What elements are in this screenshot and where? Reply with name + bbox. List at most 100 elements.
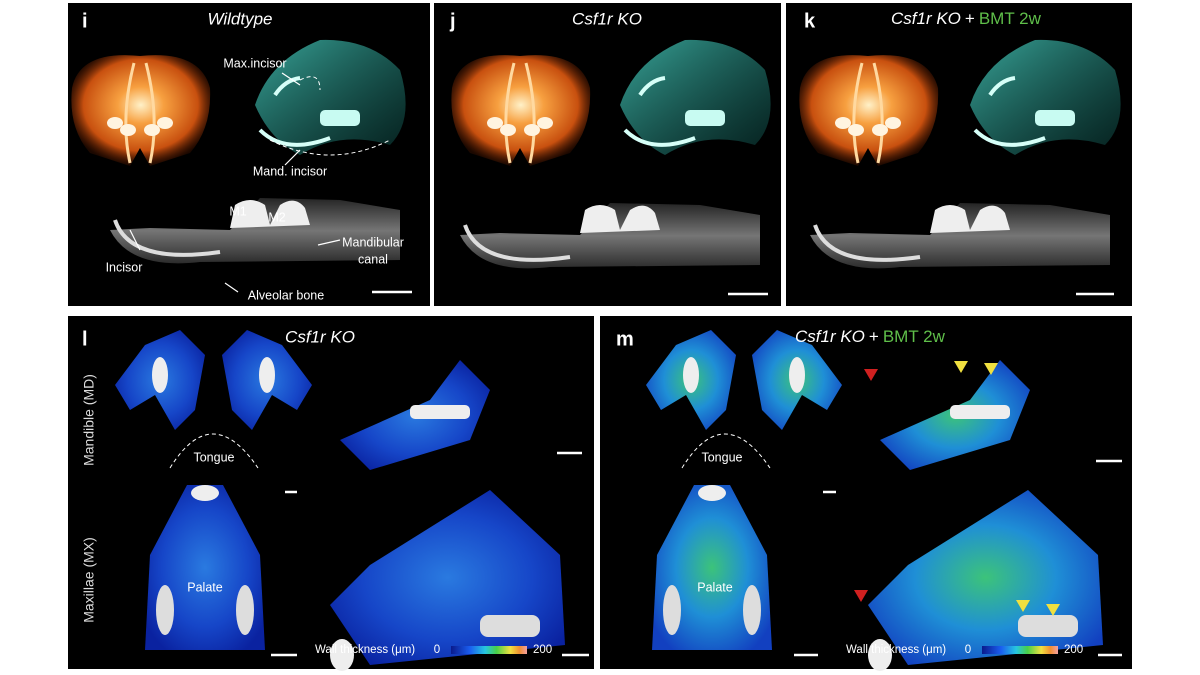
panel-title: Csf1r KO + BMT 2w — [795, 327, 946, 346]
annotation: Mand. incisor — [253, 164, 327, 178]
skull-midline — [504, 62, 536, 164]
molars — [743, 585, 761, 635]
tooth — [848, 124, 864, 136]
ct-incisor — [113, 219, 221, 257]
colorbar-max: 200 — [1064, 644, 1083, 656]
jaw-render — [970, 39, 1121, 155]
title-treatment: BMT 2w — [883, 327, 946, 346]
ct-slice — [110, 198, 400, 264]
incisor — [868, 639, 892, 671]
incisor — [258, 128, 331, 147]
leader-line — [317, 239, 341, 246]
ct-slice — [460, 203, 760, 269]
incisor — [973, 128, 1046, 147]
jaw-render — [255, 39, 406, 155]
maxilla-top — [145, 485, 265, 650]
ct-incisor — [463, 224, 571, 262]
incisor — [623, 128, 696, 147]
tongue-outline — [681, 433, 771, 469]
ct-teeth — [230, 200, 310, 228]
panel-letter: i — [82, 10, 88, 32]
incisor — [988, 76, 1016, 97]
arrowhead — [984, 363, 998, 375]
maxilla-top — [652, 485, 772, 650]
annotation: Mandibular — [342, 235, 404, 249]
skull-midline — [124, 62, 156, 164]
incisor — [638, 76, 666, 97]
outline — [269, 76, 391, 156]
tooth — [107, 117, 123, 129]
colorbar-min: 0 — [434, 644, 440, 656]
annotation: Incisor — [106, 260, 143, 274]
molars — [152, 357, 168, 393]
molars — [683, 357, 699, 393]
annotation: Palate — [187, 580, 222, 594]
molars — [259, 357, 275, 393]
incisor — [273, 76, 301, 97]
leader-line — [224, 282, 239, 293]
annotation: Max.incisor — [223, 56, 286, 70]
leader-line — [129, 229, 141, 251]
colorbar-label: Wall thickness (μm) — [846, 644, 946, 656]
annotation: M1 — [229, 204, 246, 218]
annotation: canal — [358, 252, 388, 266]
annotation: M2 — [268, 210, 285, 224]
tooth — [872, 124, 888, 136]
arrowhead — [954, 361, 968, 373]
skull-render — [451, 55, 591, 166]
title-genotype: Csf1r KO — [795, 327, 865, 346]
molars — [480, 615, 540, 637]
title-genotype: Csf1r KO — [891, 9, 961, 28]
row-label: Maxillae (MX) — [81, 537, 97, 623]
incisors — [191, 485, 219, 501]
colorbar-label: Wall thickness (μm) — [315, 644, 415, 656]
panel-letter: m — [616, 328, 634, 350]
tooth — [157, 117, 173, 129]
colorbar — [451, 646, 527, 654]
molars — [236, 585, 254, 635]
annotation: Tongue — [701, 450, 742, 464]
row-label: Mandible (MD) — [81, 374, 97, 466]
molars — [685, 110, 725, 126]
colorbar-min: 0 — [965, 644, 971, 656]
molars — [663, 585, 681, 635]
annotation: Tongue — [193, 450, 234, 464]
panel-letter: j — [449, 10, 456, 32]
tooth — [487, 117, 503, 129]
arrowhead — [1016, 600, 1030, 612]
panel-letter: l — [82, 328, 88, 350]
leader-line — [281, 72, 301, 86]
ct-teeth — [580, 205, 660, 233]
molars — [789, 357, 805, 393]
molars — [156, 585, 174, 635]
colorbar — [982, 646, 1058, 654]
tooth — [835, 117, 851, 129]
title-plus: + — [965, 9, 975, 28]
ct-incisor — [813, 224, 921, 262]
skull-render — [71, 55, 211, 166]
title-treatment: BMT 2w — [979, 9, 1042, 28]
panel-title: Wildtype — [207, 9, 272, 28]
tongue-outline — [169, 433, 259, 469]
tooth — [885, 117, 901, 129]
panel-title: Csf1r KO — [285, 327, 355, 346]
ct-teeth — [930, 205, 1010, 233]
leader-line — [284, 149, 301, 166]
panel-title: Csf1r KO — [572, 9, 642, 28]
tooth — [537, 117, 553, 129]
arrowhead — [864, 369, 878, 381]
molars — [410, 405, 470, 419]
molars — [320, 110, 360, 126]
skull-midline — [852, 62, 884, 164]
tooth — [144, 124, 160, 136]
colorbar-max: 200 — [533, 644, 552, 656]
annotation: Alveolar bone — [248, 288, 324, 302]
title-plus: + — [869, 327, 879, 346]
ct-slice — [810, 203, 1110, 269]
tooth — [120, 124, 136, 136]
molars — [1035, 110, 1075, 126]
incisor — [330, 639, 354, 671]
arrowhead — [854, 590, 868, 602]
panel-title: Csf1r KO + BMT 2w — [891, 9, 1042, 28]
